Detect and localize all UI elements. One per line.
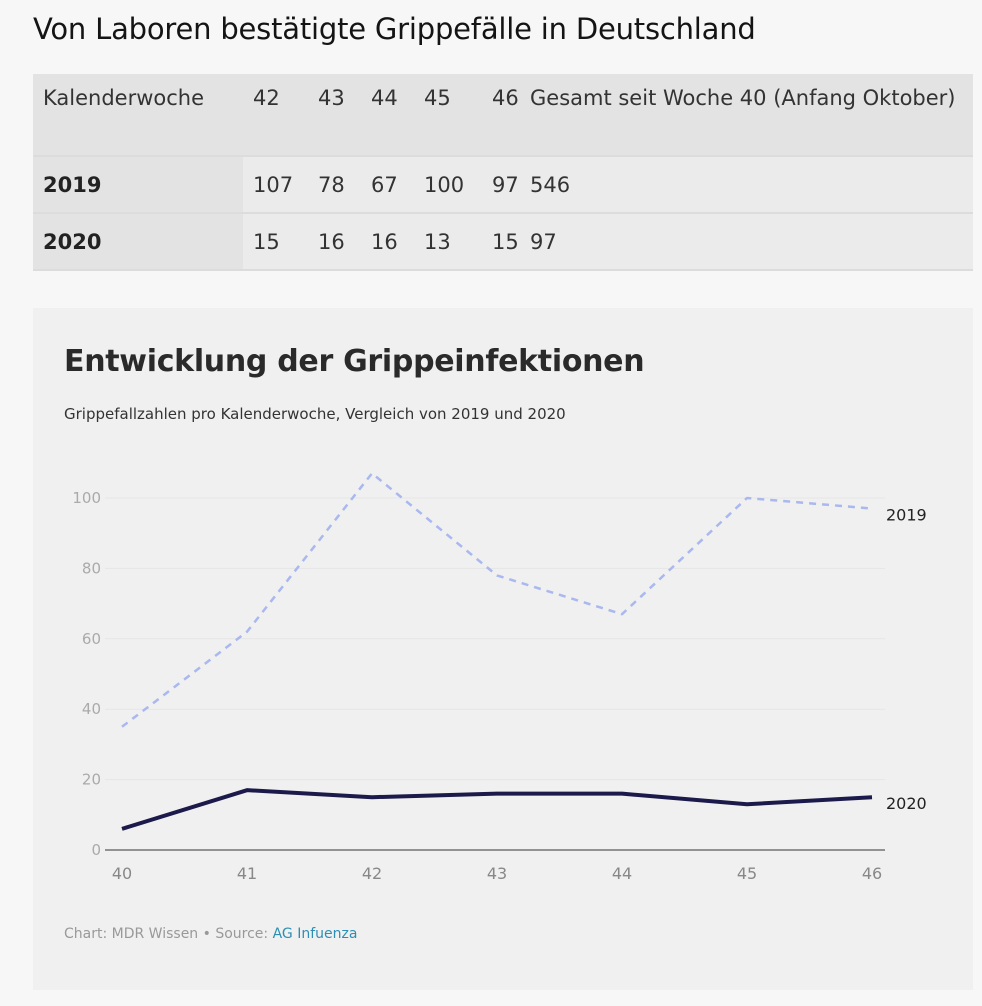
- table-header-row: Kalenderwoche 42 43 44 45 46 Gesamt seit…: [33, 74, 973, 156]
- source-link[interactable]: AG Infuenza: [272, 926, 358, 942]
- header-cell: 42: [253, 86, 280, 110]
- y-tick-label: 20: [82, 771, 101, 789]
- table-cell: 107: [243, 156, 318, 213]
- table-cell: 15: [243, 213, 318, 270]
- table-cell: 100: [424, 156, 492, 213]
- series-label-2020: 2020: [886, 794, 927, 813]
- table-cell: 78: [318, 156, 371, 213]
- y-tick-label: 60: [82, 630, 101, 648]
- table-cell: 16: [371, 213, 424, 270]
- table-cell: 16: [318, 213, 371, 270]
- chart-footer: Chart: MDR Wissen • Source: AG Infuenza: [64, 926, 357, 942]
- row-label: 2019: [33, 156, 243, 213]
- y-tick-label: 100: [72, 489, 101, 507]
- header-cell: Gesamt seit Woche 40 (Anfang Oktober): [530, 86, 956, 110]
- table-cell: 97: [530, 213, 973, 270]
- header-cell: 45: [424, 86, 451, 110]
- line-chart: 0 20 40 60 80 100 40 41 42 43 44 45 46 2019 2020: [72, 472, 927, 883]
- page-title: Von Laboren bestätigte Grippefälle in De…: [33, 12, 756, 46]
- chart-title: Entwicklung der Grippeinfektionen: [64, 344, 645, 379]
- header-cell: 43: [318, 86, 345, 110]
- chart-card: Entwicklung der Grippeinfektionen Grippe…: [33, 308, 973, 990]
- table-row: 2020 15 16 16 13 15 97: [33, 213, 973, 270]
- row-label: 2020: [33, 213, 243, 270]
- chart-subtitle: Grippefallzahlen pro Kalenderwoche, Verg…: [64, 405, 566, 423]
- table-cell: 13: [424, 213, 492, 270]
- flu-cases-table: Kalenderwoche 42 43 44 45 46 Gesamt seit…: [33, 74, 973, 271]
- table-cell: 97: [492, 156, 530, 213]
- y-tick-label: 80: [82, 559, 101, 577]
- y-tick-label: 0: [91, 841, 101, 859]
- series-label-2019: 2019: [886, 506, 927, 525]
- header-cell: Kalenderwoche: [43, 86, 205, 110]
- x-tick-label: 42: [362, 864, 382, 883]
- x-tick-label: 43: [487, 864, 507, 883]
- x-tick-label: 41: [237, 864, 257, 883]
- table-cell: 15: [492, 213, 530, 270]
- x-tick-label: 44: [612, 864, 632, 883]
- table-row: 2019 107 78 67 100 97 546: [33, 156, 973, 213]
- y-tick-label: 40: [82, 700, 101, 718]
- table-cell: 67: [371, 156, 424, 213]
- x-tick-label: 45: [737, 864, 757, 883]
- x-tick-label: 40: [112, 864, 132, 883]
- header-cell: 44: [371, 86, 398, 110]
- series-line-2019: [121, 472, 873, 728]
- header-cell: 46: [492, 86, 519, 110]
- table-cell: 546: [530, 156, 973, 213]
- x-tick-label: 46: [862, 864, 882, 883]
- series-line-2020: [121, 788, 873, 831]
- footer-credit: Chart: MDR Wissen • Source:: [64, 926, 273, 942]
